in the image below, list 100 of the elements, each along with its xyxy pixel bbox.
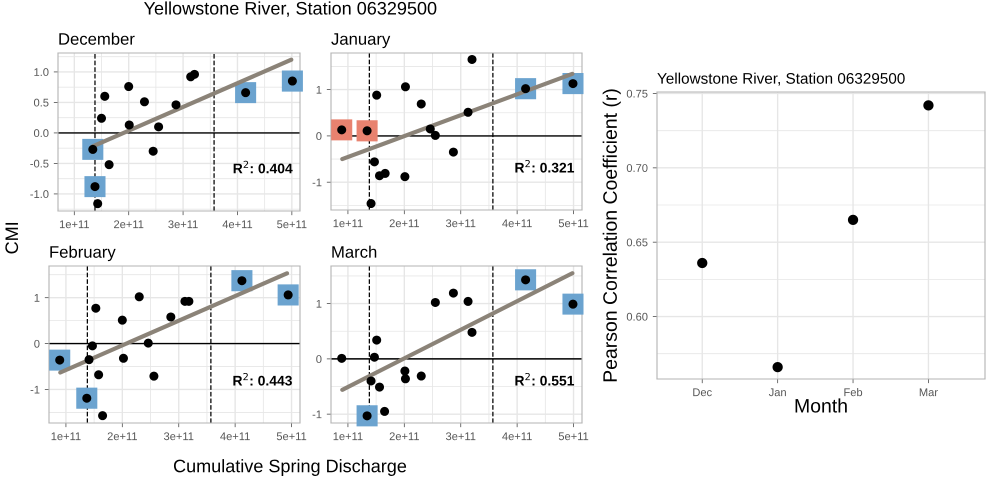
point xyxy=(448,148,458,157)
point xyxy=(923,100,934,111)
x-tick-label: 2e+11 xyxy=(390,219,419,228)
x-tick-label: 2e+11 xyxy=(390,432,419,440)
point xyxy=(100,92,110,101)
point xyxy=(97,114,106,123)
x-tick-label: Jan xyxy=(768,388,786,396)
point xyxy=(400,366,410,376)
x-tick-label: 4e+11 xyxy=(502,432,532,440)
y-tick-label: 0.60 xyxy=(626,312,648,321)
y-tick-label: -1 xyxy=(30,386,40,394)
x-tick-label: 1e+11 xyxy=(52,432,81,440)
y-tick-label: 0 xyxy=(316,355,322,364)
point xyxy=(430,298,440,307)
point xyxy=(98,411,108,420)
x-tick-label: 5e+11 xyxy=(276,432,306,440)
point xyxy=(372,336,382,345)
point xyxy=(88,341,97,350)
y-tick-label: 0.65 xyxy=(626,238,648,246)
point xyxy=(124,82,134,92)
point xyxy=(166,312,176,322)
y-tick-label: 1 xyxy=(316,300,322,308)
y-tick-label: 0 xyxy=(316,132,322,140)
y-tick-label: 1 xyxy=(316,86,322,94)
x-tick-label: Feb xyxy=(844,388,862,396)
point xyxy=(468,328,477,337)
y-tick-label: 0 xyxy=(34,340,40,348)
y-tick-label: -0.5 xyxy=(30,160,49,168)
point xyxy=(448,288,458,298)
point xyxy=(370,352,379,362)
chart-title: Yellowstone River, Station 06329500 xyxy=(657,72,905,86)
point xyxy=(84,355,94,364)
x-tick-label: Dec xyxy=(693,388,712,396)
y-tick-label: -1 xyxy=(312,178,322,186)
point xyxy=(118,316,127,325)
point xyxy=(400,172,410,182)
point xyxy=(464,296,473,306)
x-tick-label: 5e+11 xyxy=(277,220,306,228)
y-tick-label: 1.0 xyxy=(34,68,49,76)
point xyxy=(380,406,390,416)
x-tick-label: 3e+11 xyxy=(168,220,198,228)
point xyxy=(464,108,473,117)
point xyxy=(400,82,410,92)
x-tick-label: 3e+11 xyxy=(446,219,476,228)
point xyxy=(140,97,149,106)
point xyxy=(366,199,376,208)
x-tick-label: Mar xyxy=(920,388,938,396)
y-tick-label: 0.75 xyxy=(626,90,648,98)
y-axis-title: CMI xyxy=(5,222,18,254)
point xyxy=(91,304,100,313)
point xyxy=(190,70,199,79)
x-tick-label: 1e+11 xyxy=(334,219,363,228)
point xyxy=(400,374,410,384)
chart-subtitle: December xyxy=(59,32,135,45)
point xyxy=(104,160,114,170)
point xyxy=(124,120,134,130)
annotation: R$^{2}$: 0.404 xyxy=(234,160,293,174)
x-tick-label: 3e+11 xyxy=(164,432,194,440)
x-tick-label: 1e+11 xyxy=(334,432,363,440)
y-tick-label: -1 xyxy=(312,410,322,418)
chart-title: February xyxy=(50,246,116,262)
annotation: R$^{2}$: 0.443 xyxy=(233,372,292,386)
point xyxy=(426,124,435,134)
x-tick-label: 5e+11 xyxy=(558,432,588,440)
point xyxy=(372,90,382,100)
point xyxy=(154,122,164,132)
point xyxy=(93,199,102,208)
point xyxy=(366,376,376,386)
point xyxy=(337,354,346,363)
annotation: R$^{2}$: 0.551 xyxy=(515,372,574,386)
x-axis-title: Cumulative Spring Discharge xyxy=(174,459,406,476)
point xyxy=(149,372,158,381)
x-axis-title: Month xyxy=(796,398,847,413)
x-tick-label: 4e+11 xyxy=(502,219,532,228)
x-tick-label: 3e+11 xyxy=(446,432,476,440)
point xyxy=(144,338,153,348)
point xyxy=(118,354,128,363)
point xyxy=(848,214,858,226)
y-tick-label: 0.70 xyxy=(626,164,648,172)
point xyxy=(134,292,144,302)
point xyxy=(772,362,783,372)
y-tick-label: 0.0 xyxy=(34,129,49,138)
point xyxy=(430,130,440,140)
point xyxy=(94,370,104,380)
x-tick-label: 4e+11 xyxy=(222,220,252,228)
x-tick-label: 2e+11 xyxy=(114,220,144,228)
x-tick-label: 5e+11 xyxy=(558,219,588,228)
y-tick-label: 1 xyxy=(34,294,40,302)
x-tick-label: 4e+11 xyxy=(220,432,250,440)
point xyxy=(380,168,390,178)
point xyxy=(375,382,384,392)
chart-title: January xyxy=(331,33,390,48)
point xyxy=(697,258,708,268)
point xyxy=(370,157,379,166)
chart-title: March xyxy=(332,246,376,258)
point xyxy=(172,100,181,110)
point xyxy=(468,54,477,64)
point xyxy=(416,99,426,108)
x-tick-label: 2e+11 xyxy=(108,432,137,440)
y-tick-label: 0.5 xyxy=(34,98,49,107)
